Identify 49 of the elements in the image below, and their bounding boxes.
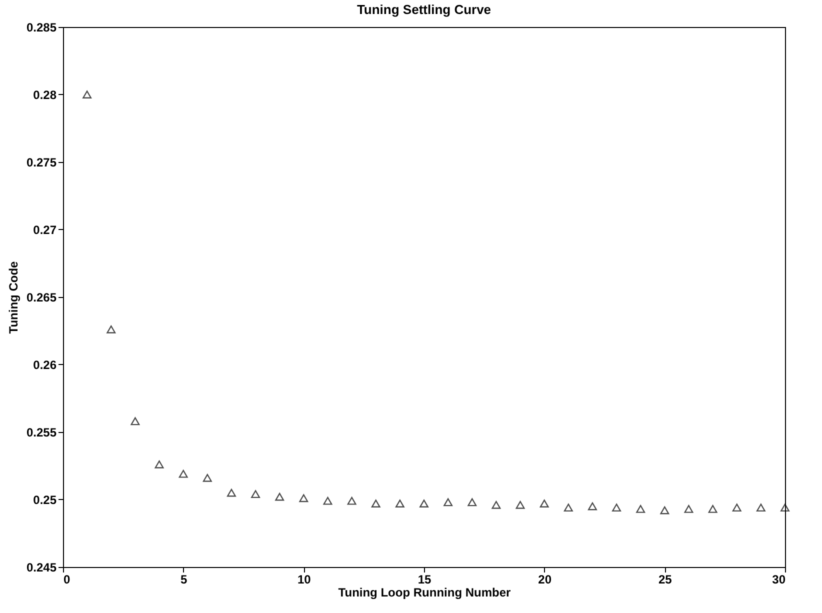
point	[395, 500, 404, 508]
x-tick-label: 25	[658, 572, 672, 586]
point	[299, 494, 308, 502]
point	[371, 500, 380, 508]
point	[226, 488, 236, 497]
x-tick-label: 0	[64, 572, 70, 586]
x-tick-label: 15	[418, 572, 432, 586]
point	[660, 506, 670, 514]
point	[106, 325, 116, 334]
point	[564, 504, 573, 512]
point	[178, 470, 188, 478]
y-tick-label: 0.25	[33, 493, 57, 507]
y-tick-label: 0.255	[26, 426, 57, 440]
point	[323, 496, 332, 505]
x-tick-label: 30	[772, 572, 786, 586]
point	[444, 498, 453, 506]
point	[636, 504, 646, 513]
y-tick-label: 0.26	[33, 358, 57, 372]
point	[492, 500, 501, 509]
point	[275, 492, 284, 501]
y-tick-label: 0.28	[33, 88, 57, 102]
x-tick-label: 5	[180, 572, 188, 586]
point	[347, 496, 356, 505]
point	[540, 500, 549, 508]
point	[516, 500, 525, 509]
x-tick-label: 10	[297, 572, 312, 586]
y-axis-title: Tuning Code	[6, 260, 20, 334]
y-tick-label: 0.245	[26, 560, 57, 574]
point	[130, 417, 140, 426]
y-tick-label: 0.27	[33, 223, 57, 237]
x-axis-title: Tuning Loop Running Number	[338, 586, 512, 600]
point	[708, 504, 718, 513]
y-tick-label: 0.285	[26, 20, 57, 34]
point	[780, 504, 790, 512]
point	[612, 504, 622, 512]
point	[468, 498, 477, 506]
point	[420, 500, 428, 508]
y-tick-label: 0.265	[26, 290, 57, 304]
point	[756, 504, 766, 512]
chart-title: Tuning Settling Curve	[356, 2, 492, 17]
point	[588, 502, 597, 510]
y-tick-label: 0.275	[26, 156, 57, 170]
point	[684, 504, 694, 513]
point	[251, 490, 260, 498]
x-tick-label: 20	[538, 572, 552, 586]
point	[82, 90, 92, 98]
point	[202, 474, 212, 482]
point	[154, 460, 164, 468]
point	[732, 504, 742, 512]
